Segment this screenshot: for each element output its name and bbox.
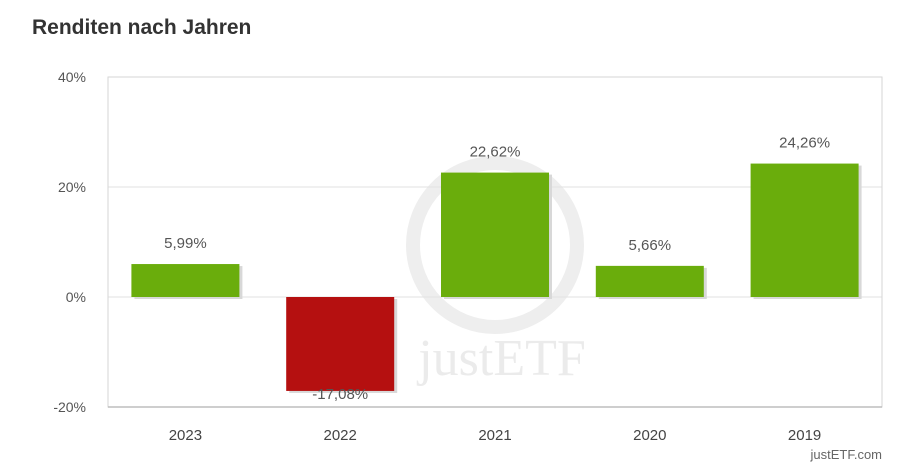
data-label: -17,08% <box>312 386 368 403</box>
bars <box>131 163 862 393</box>
bar-2022[interactable] <box>286 297 395 391</box>
data-labels: 5,99% -17,08% 22,62% 5,66% 24,26% <box>164 135 830 403</box>
x-tick-label: 2019 <box>788 427 821 444</box>
y-axis-ticks: 40% 20% 0% -20% <box>53 69 86 415</box>
source-credit[interactable]: justETF.com <box>810 447 882 462</box>
x-tick-label: 2021 <box>478 427 511 444</box>
x-axis-ticks: 2023 2022 2021 2020 2019 <box>169 427 822 444</box>
watermark-text: justETF <box>416 330 586 387</box>
data-label: 22,62% <box>470 144 521 161</box>
data-label: 24,26% <box>779 135 830 152</box>
data-label: 5,99% <box>164 235 207 252</box>
y-tick-label: 40% <box>58 69 86 85</box>
bar-2019[interactable] <box>750 163 859 297</box>
x-tick-label: 2020 <box>633 427 666 444</box>
chart-title: Renditen nach Jahren <box>32 16 252 39</box>
y-tick-label: 0% <box>66 289 86 305</box>
data-label: 5,66% <box>629 237 672 254</box>
bar-2021[interactable] <box>441 172 549 297</box>
x-tick-label: 2023 <box>169 427 202 444</box>
bar-2020[interactable] <box>595 265 704 297</box>
y-tick-label: 20% <box>58 179 86 195</box>
bar-2023[interactable] <box>131 264 240 297</box>
watermark-circle <box>406 156 584 334</box>
y-tick-label: -20% <box>53 399 86 415</box>
watermark: justETF <box>406 156 586 387</box>
x-tick-label: 2022 <box>324 427 357 444</box>
